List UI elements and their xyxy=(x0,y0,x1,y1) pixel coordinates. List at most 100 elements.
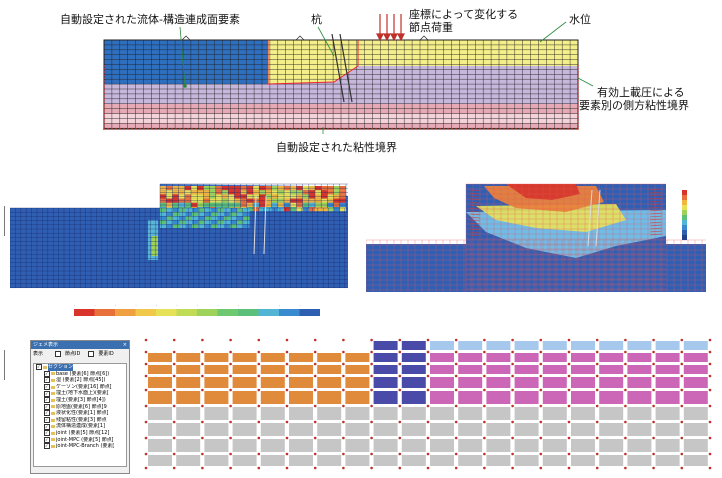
element-cell xyxy=(514,353,539,362)
node-dot xyxy=(426,466,430,470)
element-cell xyxy=(373,391,398,404)
element-cell xyxy=(458,423,483,436)
tree-item[interactable]: base (要素[6] 節点[6]) xyxy=(34,371,126,378)
element-cell xyxy=(683,341,708,350)
tree-item-checkbox[interactable] xyxy=(36,364,42,371)
tree-item-checkbox[interactable] xyxy=(44,370,50,377)
node-dot xyxy=(229,466,232,470)
node-dot xyxy=(201,436,204,440)
node-dot xyxy=(285,404,289,408)
node-dot xyxy=(680,350,684,354)
element-cell xyxy=(373,341,398,350)
node-dot xyxy=(483,374,486,378)
tree-item-checkbox[interactable] xyxy=(44,410,50,417)
element-cell xyxy=(401,439,426,452)
folder-icon xyxy=(51,444,55,448)
element-cell xyxy=(486,407,511,420)
node-dot xyxy=(144,350,148,354)
element-cell xyxy=(289,391,313,404)
tree-item-checkbox[interactable] xyxy=(44,403,50,410)
node-dot xyxy=(313,452,317,456)
element-cell xyxy=(260,377,285,388)
node-dot xyxy=(342,452,345,456)
folder-icon xyxy=(51,385,55,389)
node-dot xyxy=(680,388,684,392)
element-cell xyxy=(571,423,595,436)
element-cell xyxy=(627,353,652,362)
node-dot xyxy=(680,404,684,408)
element-cell xyxy=(430,391,454,404)
node-dot xyxy=(201,420,204,424)
node-id-checkbox[interactable] xyxy=(55,351,62,357)
element-cell xyxy=(232,407,257,420)
node-dot xyxy=(652,338,655,342)
node-dot xyxy=(624,466,627,470)
tree-item-checkbox[interactable] xyxy=(44,436,50,443)
element-cell xyxy=(176,353,201,362)
tree-item-checkbox[interactable] xyxy=(44,423,50,430)
tree-item-checkbox[interactable] xyxy=(44,377,50,384)
element-cell xyxy=(289,353,313,362)
node-dot xyxy=(426,420,430,424)
group-tree-list[interactable]: セクションbase (要素[6] 節点[6])湿 (要素[2] 節点[45])ケ… xyxy=(33,363,127,467)
element-cell xyxy=(148,423,172,436)
node-dot xyxy=(201,404,204,408)
legend-tick-label: - xyxy=(259,303,260,307)
tree-item-checkbox[interactable] xyxy=(44,390,50,397)
tree-item[interactable]: joint (要素[5] 節点[12] xyxy=(34,430,126,437)
node-dot xyxy=(426,362,430,366)
tree-item-checkbox[interactable] xyxy=(44,384,50,391)
node-dot xyxy=(398,350,402,354)
tree-item[interactable]: 湿 (要素[2] 節点[45]) xyxy=(34,377,126,384)
node-dot xyxy=(539,436,543,440)
element-cell xyxy=(401,391,426,404)
element-cell xyxy=(627,455,652,466)
small-bracket xyxy=(0,206,5,236)
legend-tick-label: - xyxy=(115,303,116,307)
elem-id-checkbox[interactable] xyxy=(88,351,95,357)
node-dot xyxy=(201,466,204,470)
element-cell xyxy=(683,407,708,420)
tree-item[interactable]: 流体構造連成(要素[1] xyxy=(34,423,126,430)
tree-item[interactable]: セクション xyxy=(34,364,126,371)
tree-item-checkbox[interactable] xyxy=(44,443,50,450)
node-dot xyxy=(398,466,402,470)
tree-item[interactable]: 埋土(地下水面上)(要素[ xyxy=(34,390,126,397)
node-dot xyxy=(708,466,712,470)
legend-swatch xyxy=(682,200,687,205)
node-dot xyxy=(144,466,148,470)
tree-item-checkbox[interactable] xyxy=(44,417,50,424)
legend-tick-label: - xyxy=(197,303,198,307)
element-cell xyxy=(599,423,624,436)
element-cell xyxy=(458,365,483,374)
tree-item[interactable]: 埋土(要素[3] 節点[4]) xyxy=(34,397,126,404)
tree-item-checkbox[interactable] xyxy=(44,430,50,437)
legend-tick-label: - xyxy=(95,303,96,307)
element-cell xyxy=(289,377,313,388)
tree-item[interactable]: joint-MPC (要素[5] 節点[ xyxy=(34,437,126,444)
tree-item[interactable]: 残留粘性(要素[3] 節点 xyxy=(34,417,126,424)
close-icon[interactable]: × xyxy=(122,342,127,348)
tree-item[interactable]: joint-MPC-Branch (要素[ xyxy=(34,443,126,450)
element-cell xyxy=(627,365,652,374)
element-cell xyxy=(599,439,624,452)
tree-item[interactable]: 原地盤(要素[6] 節点[9 xyxy=(34,404,126,411)
node-dot xyxy=(257,350,261,354)
tree-item-label: base (要素[6] 節点[6]) xyxy=(56,370,110,377)
element-cell xyxy=(683,423,708,436)
node-dot xyxy=(539,338,543,342)
tree-item[interactable]: 液状化性(要素[1] 節点[ xyxy=(34,410,126,417)
node-dot xyxy=(624,452,627,456)
node-dot xyxy=(624,362,627,366)
element-cell xyxy=(204,407,229,420)
node-dot xyxy=(342,466,345,470)
node-dot xyxy=(595,350,599,354)
tree-item-checkbox[interactable] xyxy=(44,397,50,404)
node-dot xyxy=(201,350,204,354)
element-cell xyxy=(542,365,567,374)
tree-item[interactable]: ケーソン(要素[16] 節点[ xyxy=(34,384,126,391)
legend-swatch xyxy=(217,309,238,316)
element-cell xyxy=(430,353,454,362)
element-cell xyxy=(430,455,454,466)
element-cell xyxy=(514,423,539,436)
